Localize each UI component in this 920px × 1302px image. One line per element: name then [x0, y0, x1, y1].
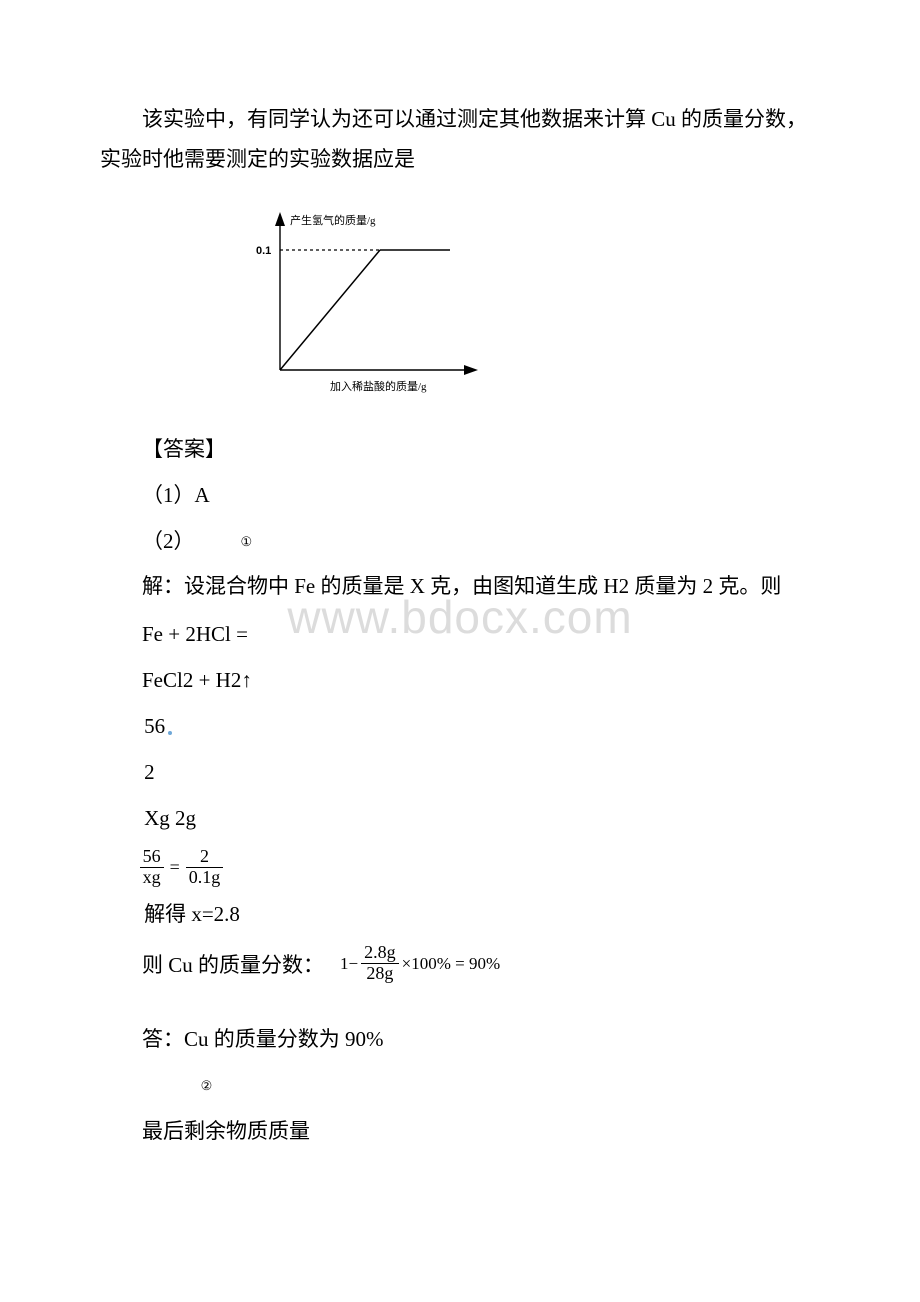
solution-intro: 解：设混合物中 Fe 的质量是 X 克，由图知道生成 H2 质量为 2 克。则 — [100, 567, 820, 607]
stoich-56: 56 — [100, 707, 820, 747]
fraction-left: 56 xg — [140, 847, 164, 888]
answer-2-prefix: （2） — [142, 529, 195, 553]
stoich-2: 2 — [100, 753, 820, 793]
answer-2: （2）① — [100, 522, 820, 562]
cu-formula: 1− 2.8g 28g ×100% = 90% — [340, 943, 500, 984]
answer-1-prefix: （1） — [142, 483, 195, 507]
intro-paragraph: 该实验中，有同学认为还可以通过测定其他数据来计算 Cu 的质量分数，实验时他需要… — [100, 100, 820, 180]
frac2-num: 2 — [186, 847, 224, 868]
frac1-num: 56 — [140, 847, 164, 868]
circle-2-line: ② — [100, 1066, 820, 1106]
cu-lhs: 1− — [340, 954, 358, 974]
conclusion-line: 答：Cu 的质量分数为 90% — [100, 1020, 820, 1060]
frac2-den: 0.1g — [186, 868, 224, 888]
blue-dot-icon — [168, 731, 172, 735]
answer-1-value: A — [195, 483, 210, 507]
chart-svg: 产生氢气的质量/g 加入稀盐酸的质量/g 0.1 — [220, 200, 500, 400]
answer-1: （1）A — [100, 476, 820, 516]
cu-mass-label: 则 Cu 的质量分数： — [100, 949, 324, 979]
circle-1: ① — [199, 530, 253, 555]
cu-fraction: 2.8g 28g — [361, 943, 399, 984]
y-tick-label: 0.1 — [256, 245, 271, 257]
last-line: 最后剩余物质质量 — [100, 1112, 820, 1152]
fraction-equation: 56 xg = 2 0.1g — [140, 847, 820, 888]
solve-line: 解得 x=2.8 — [100, 895, 820, 935]
cu-mass-fraction-row: 则 Cu 的质量分数： 1− 2.8g 28g ×100% = 90% — [100, 943, 820, 984]
hydrogen-chart: 产生氢气的质量/g 加入稀盐酸的质量/g 0.1 — [220, 200, 820, 400]
answer-heading: 【答案】 — [100, 430, 820, 470]
stoich-xg: Xg 2g — [100, 799, 820, 839]
circle-2: ② — [152, 1074, 212, 1099]
cu-frac-num: 2.8g — [361, 943, 399, 964]
equation-rhs: FeCl2 + H2↑ — [100, 661, 820, 701]
cu-rhs: ×100% = 90% — [402, 954, 501, 974]
y-axis-label: 产生氢气的质量/g — [290, 213, 376, 227]
x-axis-arrow — [464, 365, 478, 375]
stoich-56-text: 56 — [144, 714, 165, 738]
frac1-den: xg — [140, 868, 164, 888]
equals-sign: = — [170, 857, 180, 878]
x-axis-label: 加入稀盐酸的质量/g — [330, 379, 427, 393]
fraction-right: 2 0.1g — [186, 847, 224, 888]
cu-frac-den: 28g — [361, 964, 399, 984]
rising-segment — [280, 250, 380, 370]
equation-lhs: Fe + 2HCl = — [100, 615, 820, 655]
y-axis-arrow — [275, 212, 285, 226]
